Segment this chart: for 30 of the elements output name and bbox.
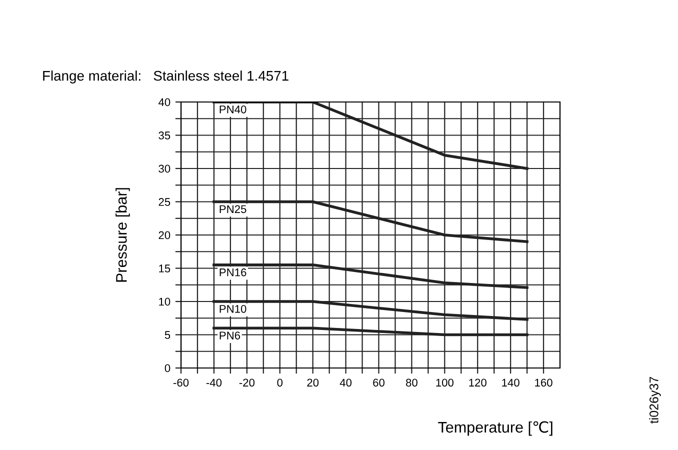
x-tick-label: -40 <box>206 378 222 387</box>
y-tick-label: 25 <box>158 198 170 206</box>
x-tick-label: 20 <box>307 378 319 387</box>
y-tick-label: 40 <box>158 98 170 106</box>
y-axis-title: Pressure [bar] <box>116 188 130 282</box>
y-tick-label: 35 <box>158 132 170 140</box>
y-tick-label: 10 <box>159 298 170 306</box>
text: ti026y37 <box>649 376 661 424</box>
x-tick-label: 140 <box>502 378 520 387</box>
x-axis-title: Temperature [℃] <box>438 421 552 436</box>
x-tick-label: 120 <box>469 378 486 387</box>
y-tick-label: 0 <box>164 364 170 372</box>
y-tick-label: 15 <box>159 264 170 272</box>
chart-title: Flange material: Stainless steel 1.4571 <box>43 70 288 84</box>
x-tick-label: 160 <box>535 378 552 387</box>
x-tick-label: 80 <box>406 378 418 387</box>
series-label: PN40 <box>220 105 246 114</box>
x-tick-label: -20 <box>239 378 255 387</box>
x-tick-label: 40 <box>340 378 352 387</box>
series-label: PN6 <box>220 332 240 340</box>
series-label: PN25 <box>220 205 246 214</box>
x-tick-label: -60 <box>173 378 189 387</box>
x-tick-label: 100 <box>436 378 454 387</box>
y-tick-label: 30 <box>158 164 170 173</box>
series-label: PN10 <box>220 304 246 313</box>
y-tick-label: 20 <box>158 231 170 240</box>
series-label: PN16 <box>220 268 246 276</box>
x-tick-label: 60 <box>373 378 384 387</box>
y-tick-label: 5 <box>164 331 170 339</box>
x-tick-label: 0 <box>277 378 283 387</box>
